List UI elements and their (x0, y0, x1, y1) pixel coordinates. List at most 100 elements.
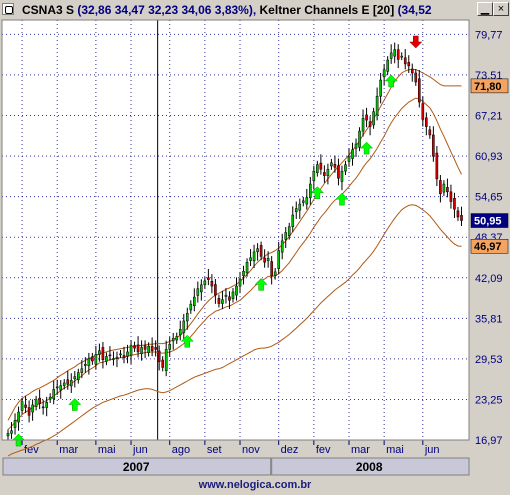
candle-body (105, 356, 107, 361)
candle-body (260, 245, 262, 256)
candle-body (460, 215, 462, 220)
candle-body (302, 201, 304, 203)
candle-body (193, 297, 195, 306)
candle-body (32, 405, 34, 412)
candle-body (228, 297, 230, 301)
candle-body (316, 165, 318, 173)
candle-body (70, 380, 72, 385)
candle-body (109, 355, 111, 356)
candle-body (271, 262, 273, 276)
candle-body (330, 163, 332, 166)
candle-body (211, 281, 213, 286)
candle-body (95, 355, 97, 365)
candle-body (295, 209, 297, 212)
x-tick-label: set (207, 444, 222, 456)
candle-body (63, 383, 65, 386)
candle-body (232, 292, 234, 299)
candle-body (56, 387, 58, 388)
candle-body (397, 50, 399, 60)
candle-body (155, 347, 157, 349)
candle-body (98, 351, 100, 355)
candle-body (158, 351, 160, 362)
candle-body (366, 115, 368, 120)
candle-body (25, 405, 27, 408)
candle-body (292, 215, 294, 227)
candle-body (408, 62, 410, 66)
candle-body (77, 373, 79, 380)
x-tick-label: ago (172, 444, 190, 456)
candle-body (49, 397, 51, 399)
footer-url[interactable]: www.nelogica.com.br (0, 479, 510, 491)
candle-body (267, 258, 269, 260)
candle-body (179, 329, 181, 334)
price-badge-upper: 71,80 (474, 81, 502, 93)
candle-body (394, 50, 396, 56)
candle-body (446, 187, 448, 192)
candle-body (151, 346, 153, 351)
candle-body (221, 300, 223, 304)
y-tick-label: 23,25 (475, 394, 503, 406)
candle-body (35, 400, 37, 407)
candle-body (288, 227, 290, 236)
candle-body (60, 386, 62, 391)
candle-body (387, 60, 389, 71)
candle-body (81, 369, 83, 373)
candle-body (264, 258, 266, 262)
candle-body (439, 180, 441, 193)
candle-body (39, 398, 41, 403)
candle-body (204, 281, 206, 285)
y-tick-label: 79,77 (475, 29, 503, 41)
x-tick-label: fev (316, 444, 331, 456)
y-tick-label: 29,53 (475, 354, 503, 366)
candle-body (401, 56, 403, 57)
candle-body (281, 241, 283, 252)
candle-body (334, 164, 336, 167)
y-tick-label: 42,09 (475, 273, 503, 285)
candle-body (141, 347, 143, 353)
candle-body (306, 198, 308, 204)
candle-body (383, 70, 385, 77)
candle-body (253, 252, 255, 261)
candle-body (148, 346, 150, 352)
candle-body (436, 153, 438, 179)
candle-body (250, 258, 252, 261)
candle-body (422, 104, 424, 120)
x-tick-label: mar (351, 444, 370, 456)
y-tick-label: 60,93 (475, 151, 503, 163)
candle-body (84, 364, 86, 365)
candle-body (425, 118, 427, 127)
candle-body (327, 169, 329, 175)
candle-body (404, 58, 406, 64)
candle-body (130, 346, 132, 356)
candle-body (274, 272, 276, 276)
candle-body (123, 356, 125, 358)
candle-body (112, 358, 114, 359)
candle-body (337, 166, 339, 179)
candle-body (390, 53, 392, 58)
candle-body (313, 171, 315, 181)
candle-body (183, 321, 185, 333)
x-tick-label: dez (281, 444, 299, 456)
x-tick-label: mai (386, 444, 404, 456)
candle-body (344, 165, 346, 171)
candle-body (257, 249, 259, 252)
candle-body (348, 157, 350, 162)
candle-body (351, 150, 353, 159)
candle-body (373, 112, 375, 125)
candle-body (190, 304, 192, 310)
candle-body (242, 271, 244, 276)
candle-body (309, 184, 311, 198)
candle-body (28, 408, 30, 416)
x-tick-label: mar (59, 444, 78, 456)
candle-body (116, 357, 118, 358)
candle-body (320, 163, 322, 169)
candle-body (21, 402, 23, 411)
candle-body (176, 336, 178, 340)
candle-body (137, 345, 139, 352)
candle-body (323, 172, 325, 175)
y-tick-label: 35,81 (475, 313, 503, 325)
x-tick-label: fev (24, 444, 39, 456)
candle-body (285, 232, 287, 239)
candle-body (299, 204, 301, 210)
